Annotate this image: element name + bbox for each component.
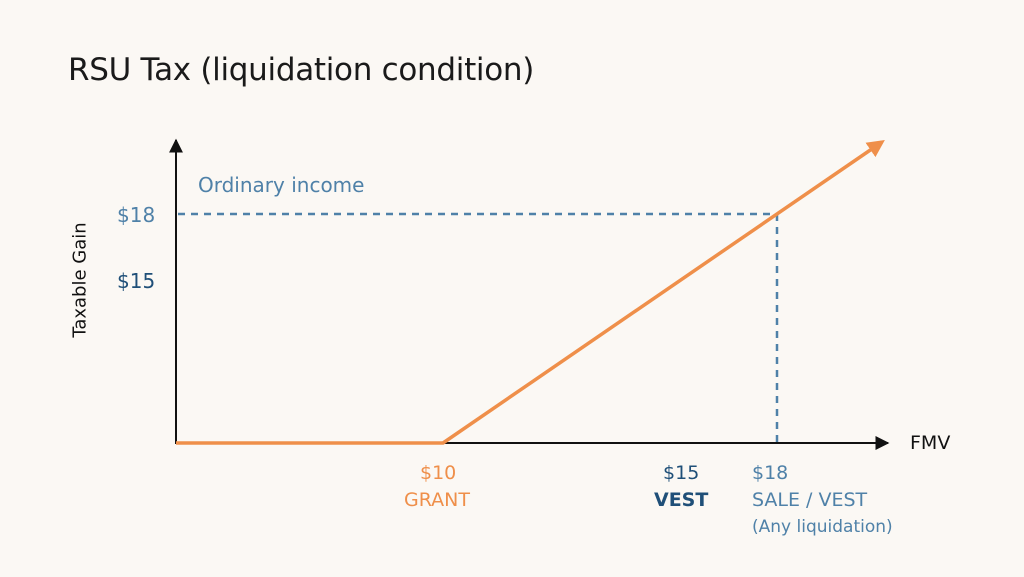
taxable-gain-line xyxy=(176,140,885,445)
sale-event: SALE / VEST xyxy=(752,489,868,511)
sale-note: (Any liquidation) xyxy=(752,517,893,537)
x-tick-grant: $10 GRANT xyxy=(404,460,470,514)
sale-value: $18 xyxy=(752,462,789,484)
chart-title: RSU Tax (liquidation condition) xyxy=(68,52,535,88)
grant-value: $10 xyxy=(420,462,457,484)
x-tick-sale-vest: $18 SALE / VEST (Any liquidation) xyxy=(752,460,893,541)
ordinary-income-label: Ordinary income xyxy=(198,173,365,197)
y-axis-label: Taxable Gain xyxy=(69,222,91,338)
vest-value: $15 xyxy=(663,462,700,484)
y-tick-18: $18 xyxy=(117,203,156,227)
x-axis-label: FMV xyxy=(910,432,951,454)
y-tick-15: $15 xyxy=(117,269,156,293)
grant-event: GRANT xyxy=(404,489,470,511)
x-tick-vest: $15 VEST xyxy=(654,460,708,514)
vest-event: VEST xyxy=(654,489,709,511)
